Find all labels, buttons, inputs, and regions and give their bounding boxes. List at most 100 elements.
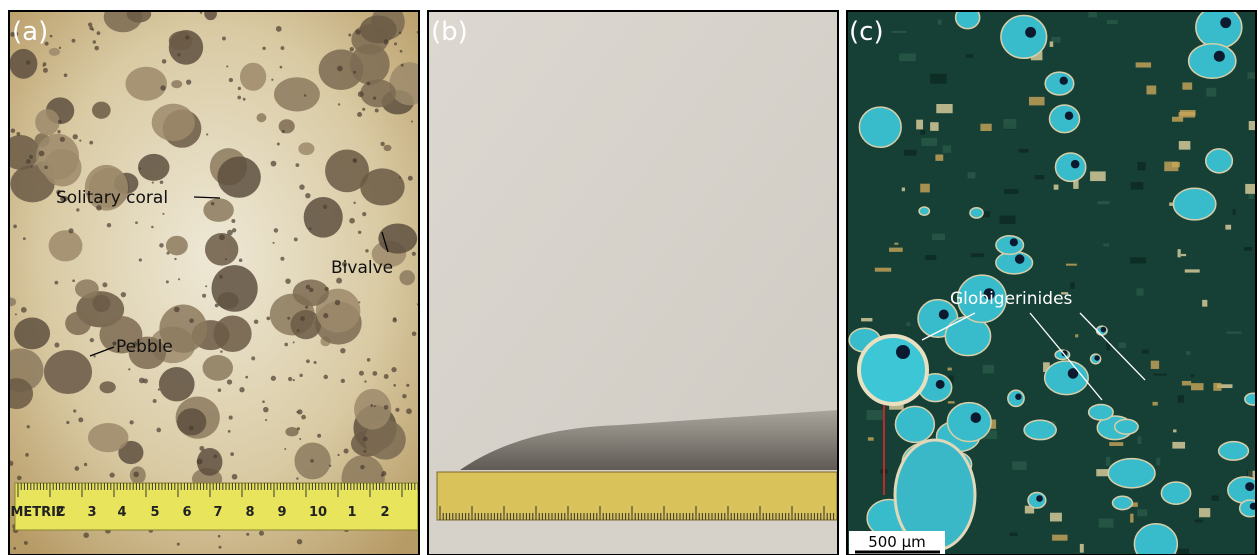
pebble — [169, 31, 193, 50]
grain — [932, 234, 945, 240]
grain — [1152, 402, 1157, 406]
grain — [948, 401, 955, 403]
grain — [110, 472, 115, 477]
grain — [230, 452, 234, 456]
grain — [305, 193, 310, 198]
grain — [271, 376, 276, 381]
pebble — [43, 149, 81, 187]
grain — [159, 243, 164, 248]
grain — [1151, 361, 1159, 369]
grain — [381, 471, 386, 476]
grain — [1090, 171, 1106, 181]
grain — [227, 230, 233, 236]
grain — [370, 404, 373, 407]
foram — [970, 208, 983, 218]
grain — [1191, 374, 1194, 377]
grain — [58, 120, 62, 124]
grain — [1109, 442, 1123, 446]
grain — [1233, 209, 1236, 215]
grain — [350, 47, 354, 51]
foram — [1112, 496, 1132, 509]
chamber — [1094, 355, 1100, 361]
grain — [299, 184, 304, 189]
pebble — [240, 63, 266, 91]
grain — [139, 378, 145, 384]
grain — [875, 268, 891, 272]
grain — [1206, 88, 1216, 97]
grain — [78, 417, 83, 422]
grain — [237, 96, 241, 100]
grain — [227, 379, 232, 384]
grain — [288, 377, 292, 381]
foram — [1189, 44, 1236, 79]
foram — [1206, 149, 1233, 173]
grain — [920, 184, 930, 193]
grain — [228, 430, 231, 433]
grain — [160, 85, 165, 90]
grain — [215, 304, 219, 308]
grain — [158, 388, 160, 390]
foram — [1050, 105, 1080, 133]
grain — [899, 53, 916, 61]
pebble — [49, 48, 60, 56]
grain — [94, 46, 99, 51]
grain — [1142, 350, 1149, 354]
grain — [943, 145, 951, 152]
grain — [135, 221, 138, 224]
grain — [374, 405, 376, 407]
grain — [246, 533, 249, 536]
grain — [271, 79, 273, 81]
grain — [60, 137, 65, 142]
grain — [1178, 395, 1184, 403]
grain — [336, 278, 342, 284]
chamber — [1060, 77, 1068, 85]
grain — [364, 380, 366, 382]
grain — [197, 459, 203, 465]
grain — [281, 46, 285, 50]
pebble — [49, 230, 83, 261]
grain — [1119, 342, 1126, 347]
grain — [293, 379, 295, 381]
grain — [1191, 383, 1204, 390]
pebble — [5, 298, 16, 307]
grain — [262, 400, 265, 403]
grain — [1070, 282, 1075, 289]
grain — [166, 280, 169, 283]
pebble — [44, 350, 92, 394]
grain — [395, 408, 399, 412]
grain — [177, 53, 180, 56]
grain — [373, 96, 376, 99]
grain — [1199, 508, 1210, 517]
grain — [894, 243, 898, 245]
grain — [239, 258, 243, 262]
grain — [868, 437, 874, 440]
grain — [889, 248, 903, 252]
grain — [1097, 201, 1109, 204]
grain — [930, 122, 938, 131]
grain — [363, 436, 368, 441]
grain — [306, 285, 311, 290]
grain — [353, 71, 356, 74]
pebble — [325, 149, 369, 192]
grain — [925, 255, 936, 260]
panel-label: (b) — [431, 17, 468, 47]
grain — [358, 301, 360, 303]
pebble — [0, 378, 33, 409]
grain — [93, 355, 95, 357]
grain — [225, 258, 227, 260]
grain — [11, 128, 15, 132]
foram — [1219, 442, 1249, 460]
grain — [72, 39, 76, 43]
foram — [1055, 153, 1085, 181]
ruler-b — [437, 472, 837, 520]
grain — [276, 26, 282, 32]
grain — [411, 121, 413, 123]
grain — [1136, 288, 1143, 295]
pebble — [152, 104, 195, 141]
grain — [29, 155, 33, 159]
grain — [133, 472, 139, 478]
panel-a: METRIC234567891012 (a) Solitary coral Bi… — [0, 2, 430, 555]
pebble — [127, 5, 152, 22]
foram — [1115, 419, 1138, 434]
chamber — [1220, 17, 1231, 28]
